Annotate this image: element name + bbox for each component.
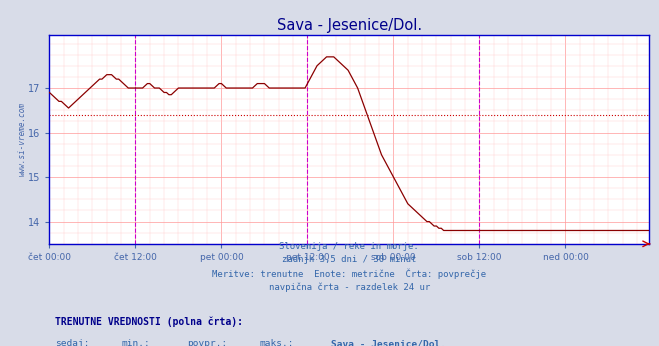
Y-axis label: www.si-vreme.com: www.si-vreme.com (18, 102, 26, 176)
Title: Sava - Jesenice/Dol.: Sava - Jesenice/Dol. (277, 18, 422, 34)
Text: povpr.:: povpr.: (187, 339, 227, 346)
Text: sedaj:: sedaj: (55, 339, 90, 346)
Text: Sava - Jesenice/Dol.: Sava - Jesenice/Dol. (331, 339, 446, 346)
Text: TRENUTNE VREDNOSTI (polna črta):: TRENUTNE VREDNOSTI (polna črta): (55, 316, 243, 327)
Text: Slovenija / reke in morje.
zadnjh 3,5 dni / 30 minut
Meritve: trenutne  Enote: m: Slovenija / reke in morje. zadnjh 3,5 dn… (212, 242, 486, 292)
Text: min.:: min.: (121, 339, 150, 346)
Text: maks.:: maks.: (260, 339, 294, 346)
